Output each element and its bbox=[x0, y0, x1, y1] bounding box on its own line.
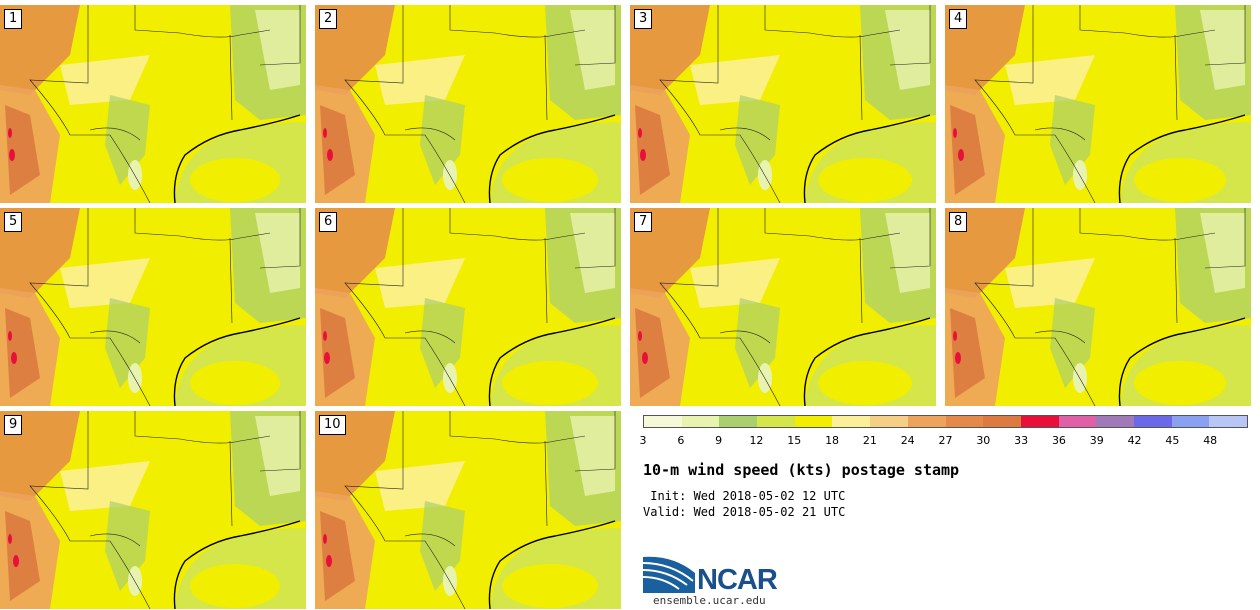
map-panel: 9 bbox=[0, 411, 306, 609]
map-panel: 6 bbox=[315, 208, 621, 406]
map-panel: 10 bbox=[315, 411, 621, 609]
panel-number: 9 bbox=[4, 415, 23, 435]
init-time: Init: Wed 2018-05-02 12 UTC bbox=[643, 489, 846, 503]
color-swatch bbox=[870, 416, 908, 427]
wind-map bbox=[0, 208, 306, 406]
colorbar-tick-label: 36 bbox=[1051, 434, 1066, 447]
panel-number: 7 bbox=[634, 212, 653, 232]
wind-map bbox=[0, 5, 306, 203]
panel-number: 10 bbox=[319, 415, 346, 435]
panel-number: 2 bbox=[319, 9, 338, 29]
colorbar-tick-label: 42 bbox=[1127, 434, 1142, 447]
color-swatch bbox=[983, 416, 1021, 427]
logo-text: NCAR bbox=[697, 564, 778, 596]
wind-map bbox=[630, 5, 936, 203]
map-panel: 7 bbox=[630, 208, 936, 406]
panel-number: 6 bbox=[319, 212, 338, 232]
map-panel: 3 bbox=[630, 5, 936, 203]
colorbar-tick-label: 33 bbox=[1014, 434, 1029, 447]
colorbar-tick-label: 48 bbox=[1203, 434, 1218, 447]
map-panel: 4 bbox=[945, 5, 1251, 203]
map-panel: 8 bbox=[945, 208, 1251, 406]
valid-time: Valid: Wed 2018-05-02 21 UTC bbox=[643, 505, 846, 519]
colorbar-tick-label: 15 bbox=[787, 434, 802, 447]
panel-number: 4 bbox=[949, 9, 968, 29]
color-swatch bbox=[1020, 416, 1059, 427]
map-panel: 1 bbox=[0, 5, 306, 203]
color-swatch bbox=[794, 416, 833, 427]
color-swatch bbox=[832, 416, 871, 427]
wind-map bbox=[945, 5, 1251, 203]
panel-number: 5 bbox=[4, 212, 23, 232]
colorbar-tick-label: 21 bbox=[862, 434, 877, 447]
ncar-logo-icon bbox=[643, 556, 695, 593]
color-scale-bar bbox=[643, 415, 1248, 428]
colorbar-tick-label: 39 bbox=[1089, 434, 1104, 447]
colorbar-tick-label: 27 bbox=[938, 434, 953, 447]
panel-number: 1 bbox=[4, 9, 23, 29]
color-swatch bbox=[907, 416, 946, 427]
color-swatch bbox=[1133, 416, 1172, 427]
colorbar-tick-label: 24 bbox=[900, 434, 915, 447]
panel-number: 3 bbox=[634, 9, 653, 29]
colorbar-tick-label: 12 bbox=[749, 434, 764, 447]
color-swatch bbox=[719, 416, 758, 427]
wind-map bbox=[315, 5, 621, 203]
map-panel: 2 bbox=[315, 5, 621, 203]
color-swatch bbox=[1171, 416, 1210, 427]
color-swatch bbox=[681, 416, 720, 427]
panel-number: 8 bbox=[949, 212, 968, 232]
wind-map bbox=[315, 208, 621, 406]
color-swatch bbox=[1058, 416, 1097, 427]
colorbar-tick-label: 18 bbox=[825, 434, 840, 447]
wind-map bbox=[945, 208, 1251, 406]
site-url: ensemble.ucar.edu bbox=[653, 594, 766, 607]
color-swatch bbox=[1209, 416, 1247, 427]
wind-map bbox=[315, 411, 621, 609]
colorbar-tick-label: 3 bbox=[639, 434, 647, 447]
color-swatch bbox=[757, 416, 795, 427]
colorbar-tick-label: 9 bbox=[715, 434, 723, 447]
color-swatch bbox=[945, 416, 984, 427]
map-panel: 5 bbox=[0, 208, 306, 406]
colorbar-tick-label: 45 bbox=[1165, 434, 1180, 447]
color-swatch bbox=[1096, 416, 1134, 427]
wind-map bbox=[630, 208, 936, 406]
color-swatch bbox=[644, 416, 682, 427]
map-title: 10-m wind speed (kts) postage stamp bbox=[643, 461, 960, 479]
wind-map bbox=[0, 411, 306, 609]
colorbar-tick-label: 6 bbox=[677, 434, 685, 447]
colorbar-tick-label: 30 bbox=[976, 434, 991, 447]
